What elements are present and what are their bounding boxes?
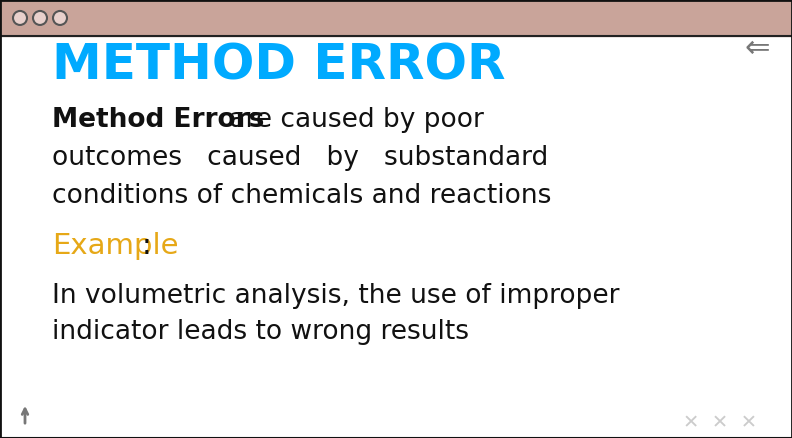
Text: ⇐: ⇐ — [744, 33, 770, 63]
Bar — [0, 0, 792, 36]
Text: In volumetric analysis, the use of improper: In volumetric analysis, the use of impro… — [52, 283, 619, 309]
Circle shape — [33, 11, 47, 25]
Text: are caused by poor: are caused by poor — [221, 107, 484, 133]
Text: Example: Example — [52, 232, 178, 260]
Text: outcomes   caused   by   substandard: outcomes caused by substandard — [52, 145, 548, 171]
Text: ✕  ✕  ✕: ✕ ✕ ✕ — [683, 413, 757, 431]
Text: conditions of chemicals and reactions: conditions of chemicals and reactions — [52, 183, 551, 209]
Text: indicator leads to wrong results: indicator leads to wrong results — [52, 319, 469, 345]
Text: Method Errors: Method Errors — [52, 107, 265, 133]
Circle shape — [13, 11, 27, 25]
Text: METHOD ERROR: METHOD ERROR — [52, 42, 505, 90]
Text: :: : — [142, 232, 151, 260]
Circle shape — [53, 11, 67, 25]
